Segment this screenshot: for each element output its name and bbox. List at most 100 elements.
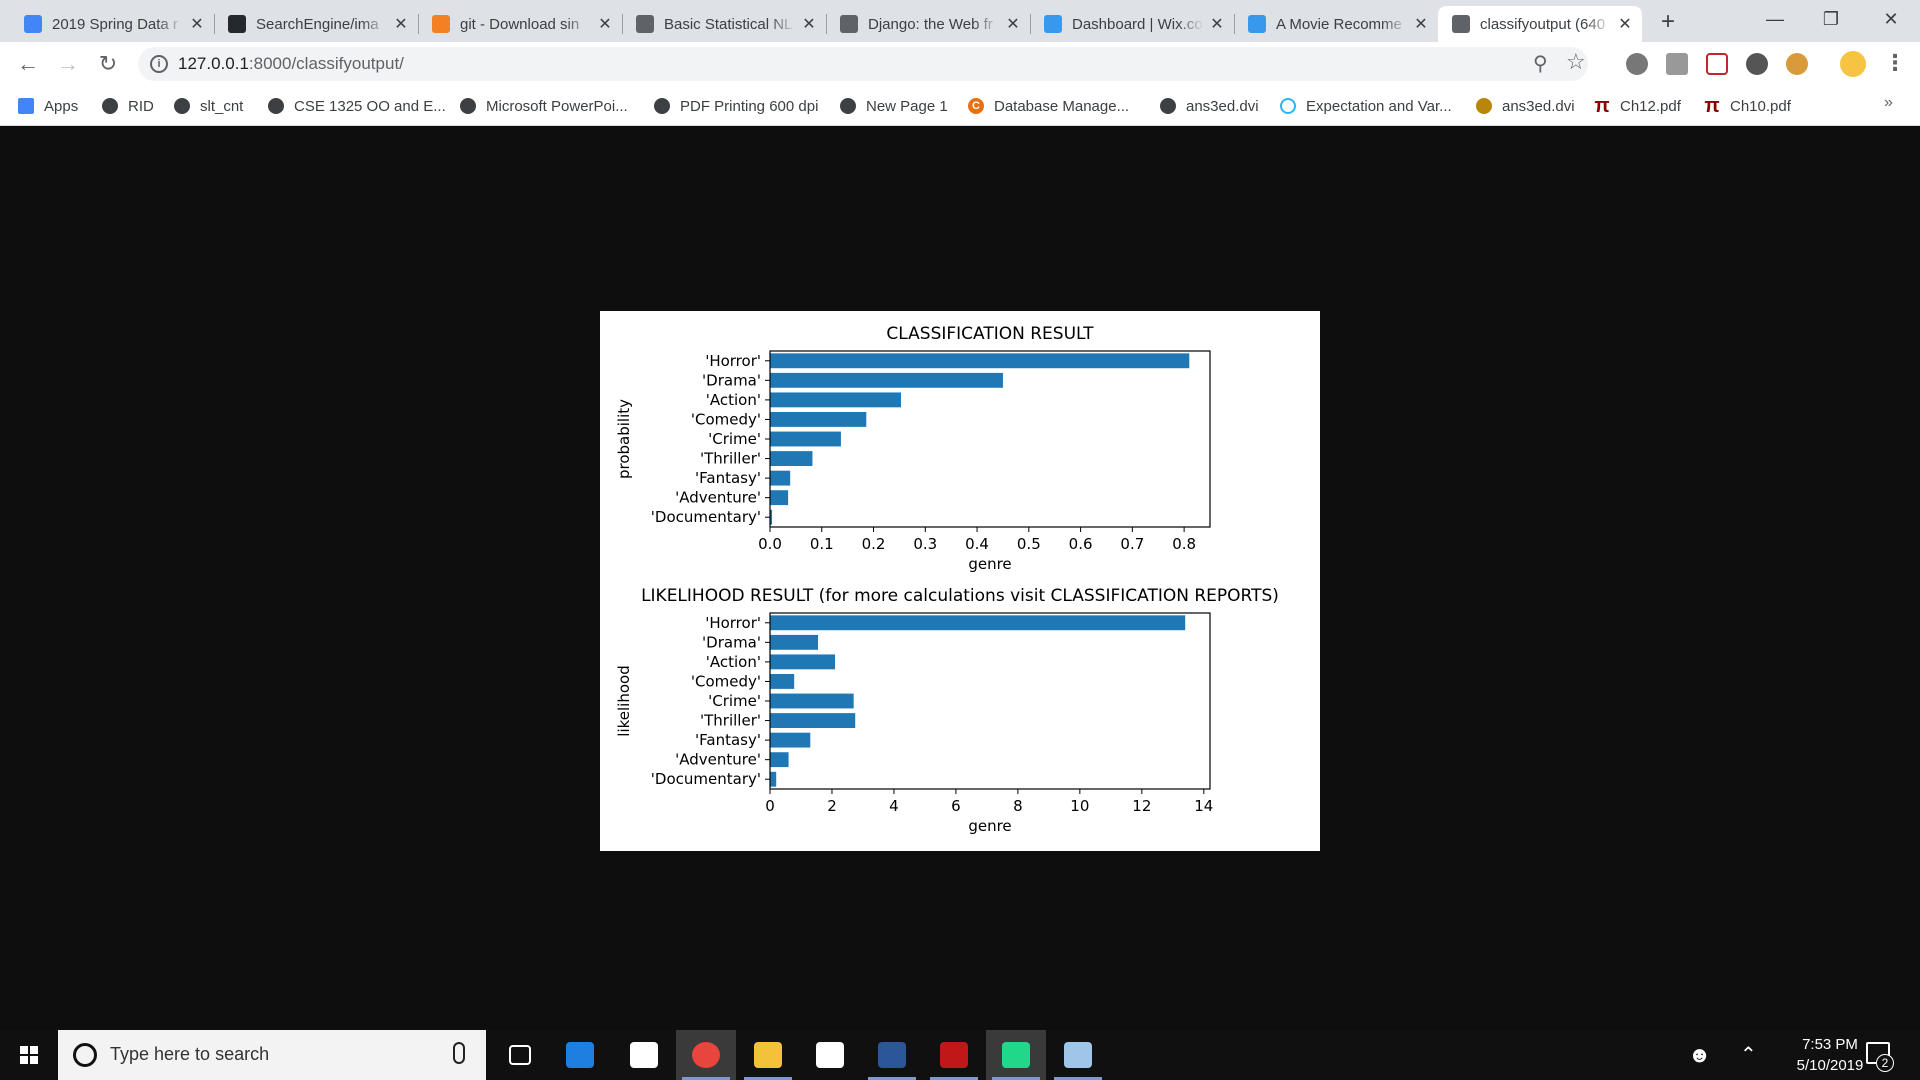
taskbar-app-5[interactable] — [738, 1030, 798, 1080]
globe-icon — [654, 98, 670, 114]
tab-5[interactable]: Django: the Web fr ✕ — [826, 6, 1030, 42]
people-icon[interactable]: ☻ — [1688, 1042, 1712, 1067]
bookmark-3[interactable]: slt_cnt — [174, 94, 243, 118]
bookmarks-overflow-button[interactable]: » — [1884, 94, 1893, 111]
tab-separator — [1234, 14, 1235, 34]
tab-6[interactable]: Dashboard | Wix.co ✕ — [1030, 6, 1234, 42]
taskbar-app-3[interactable] — [614, 1030, 674, 1080]
y-tick-label: 'Fantasy' — [695, 469, 761, 487]
new-tab-button[interactable]: + — [1660, 8, 1675, 35]
url-text[interactable]: 127.0.0.1:8000/classifyoutput/ — [178, 54, 404, 74]
bookmark-1[interactable]: Apps — [18, 94, 78, 118]
bookmark-8[interactable]: C Database Manage... — [968, 94, 1129, 118]
bookmark-12[interactable]: π Ch12.pdf — [1594, 94, 1681, 118]
profile-avatar[interactable] — [1840, 51, 1866, 77]
tab-close-icon[interactable]: ✕ — [394, 16, 408, 33]
tab-close-icon[interactable]: ✕ — [190, 16, 204, 33]
y-tick-label: 'Action' — [706, 653, 761, 671]
bookmark-10[interactable]: Expectation and Var... — [1280, 94, 1452, 118]
taskbar-app-10[interactable] — [1048, 1030, 1108, 1080]
bookmark-star-icon[interactable]: ☆ — [1566, 49, 1586, 74]
tab-label: SearchEngine/ima — [256, 15, 379, 33]
classification-chart-image: CLASSIFICATION RESULT 'Horror' 'Drama' 'Act… — [600, 311, 1320, 851]
camera-extension-icon[interactable] — [1626, 53, 1648, 75]
tab-label: Dashboard | Wix.co — [1072, 15, 1203, 33]
chart-2: LIKELIHOOD RESULT (for more calculations… — [615, 586, 1279, 835]
tab-4[interactable]: Basic Statistical NL ✕ — [622, 6, 826, 42]
start-button[interactable] — [0, 1030, 58, 1080]
address-bar[interactable]: i 127.0.0.1:8000/classifyoutput/ ⚲ ☆ — [138, 47, 1588, 81]
site-info-icon[interactable]: i — [150, 55, 168, 73]
bookmark-9[interactable]: ans3ed.dvi — [1160, 94, 1259, 118]
y-tick-label: 'Documentary' — [651, 770, 761, 788]
bookmark-7[interactable]: New Page 1 — [840, 94, 948, 118]
taskbar-search-box[interactable]: Type here to search — [58, 1030, 486, 1080]
clock-date[interactable]: 5/10/2019 — [1796, 1057, 1864, 1074]
cortana-icon — [73, 1043, 97, 1067]
globe-icon — [840, 98, 856, 114]
taskbar-app-9[interactable] — [986, 1030, 1046, 1080]
cookie-extension-icon[interactable] — [1786, 53, 1808, 75]
taskbar-app-8[interactable] — [924, 1030, 984, 1080]
zoom-icon[interactable]: ⚲ — [1533, 53, 1548, 75]
circle-extension-icon[interactable] — [1746, 53, 1768, 75]
restore-button[interactable]: ❐ — [1822, 9, 1840, 29]
tab-close-icon[interactable]: ✕ — [1006, 16, 1020, 33]
tab-close-icon[interactable]: ✕ — [1414, 16, 1428, 33]
x-tick-label: 4 — [889, 797, 899, 815]
x-tick-label: 0.7 — [1120, 535, 1144, 553]
taskbar-app-2[interactable] — [550, 1030, 610, 1080]
eyedropper-extension-icon[interactable] — [1666, 53, 1688, 75]
tab-close-icon[interactable]: ✕ — [802, 16, 816, 33]
close-window-button[interactable]: ✕ — [1883, 9, 1899, 29]
tab-1[interactable]: 2019 Spring Data r ✕ — [10, 6, 214, 42]
y-tick-label: 'Comedy' — [691, 410, 761, 428]
tab-separator — [622, 14, 623, 34]
tab-close-icon[interactable]: ✕ — [1210, 16, 1224, 33]
bookmark-4[interactable]: CSE 1325 OO and E... — [268, 94, 446, 118]
forward-button[interactable]: → — [57, 51, 79, 76]
minimize-button[interactable]: — — [1766, 9, 1784, 29]
taskbar-app-1[interactable] — [490, 1030, 550, 1080]
back-button[interactable]: ← — [17, 51, 39, 76]
bar-2 — [770, 654, 836, 670]
y-tick-label: 'Drama' — [702, 633, 761, 651]
chart-title: CLASSIFICATION RESULT — [886, 324, 1094, 344]
y-tick-label: 'Horror' — [705, 352, 761, 370]
wix-icon — [1248, 15, 1266, 33]
clock-time[interactable]: 7:53 PM — [1802, 1036, 1858, 1053]
tab-8[interactable]: classifyoutput (640 ✕ — [1438, 6, 1642, 42]
x-tick-label: 0 — [765, 797, 775, 815]
tab-2[interactable]: SearchEngine/ima ✕ — [214, 6, 418, 42]
tab-3[interactable]: git - Download sin ✕ — [418, 6, 622, 42]
taskbar-app-7[interactable] — [862, 1030, 922, 1080]
show-hidden-icons-chevron-icon[interactable]: ⌃ — [1740, 1044, 1757, 1066]
tab-close-icon[interactable]: ✕ — [1618, 16, 1632, 33]
mcafee-icon — [940, 1042, 968, 1068]
browser-menu-icon[interactable]: ⋮ — [1884, 50, 1906, 75]
bookmark-5[interactable]: Microsoft PowerPoi... — [460, 94, 628, 118]
taskbar-app-6[interactable] — [800, 1030, 860, 1080]
taskbar-app-4[interactable] — [676, 1030, 736, 1080]
bookmark-6[interactable]: PDF Printing 600 dpi — [654, 94, 818, 118]
browser-toolbar: ← → ↻ i 127.0.0.1:8000/classifyoutput/ ⚲… — [0, 42, 1920, 86]
tab-close-icon[interactable]: ✕ — [598, 16, 612, 33]
microphone-icon[interactable] — [453, 1042, 465, 1064]
pocket-extension-icon[interactable] — [1706, 53, 1728, 75]
reload-button[interactable]: ↻ — [98, 51, 118, 76]
globe-icon — [174, 98, 190, 114]
bookmarks-bar: Apps RID slt_cnt CSE 1325 OO and E... Micros… — [0, 86, 1920, 126]
bookmark-11[interactable]: ans3ed.dvi — [1476, 94, 1575, 118]
tab-separator — [826, 14, 827, 34]
x-tick-label: 0.4 — [965, 535, 989, 553]
tab-7[interactable]: A Movie Recomme ✕ — [1234, 6, 1438, 42]
x-tick-label: 8 — [1013, 797, 1023, 815]
tab-label: Basic Statistical NL — [664, 15, 793, 33]
chart-svg: CLASSIFICATION RESULT 'Horror' 'Drama' 'Act… — [615, 324, 1279, 835]
bar-1 — [770, 372, 1003, 388]
bookmark-label: slt_cnt — [200, 97, 244, 115]
tab-separator — [418, 14, 419, 34]
bookmark-13[interactable]: π Ch10.pdf — [1704, 94, 1791, 118]
url-host: 127.0.0.1 — [178, 54, 249, 73]
bookmark-2[interactable]: RID — [102, 94, 154, 118]
